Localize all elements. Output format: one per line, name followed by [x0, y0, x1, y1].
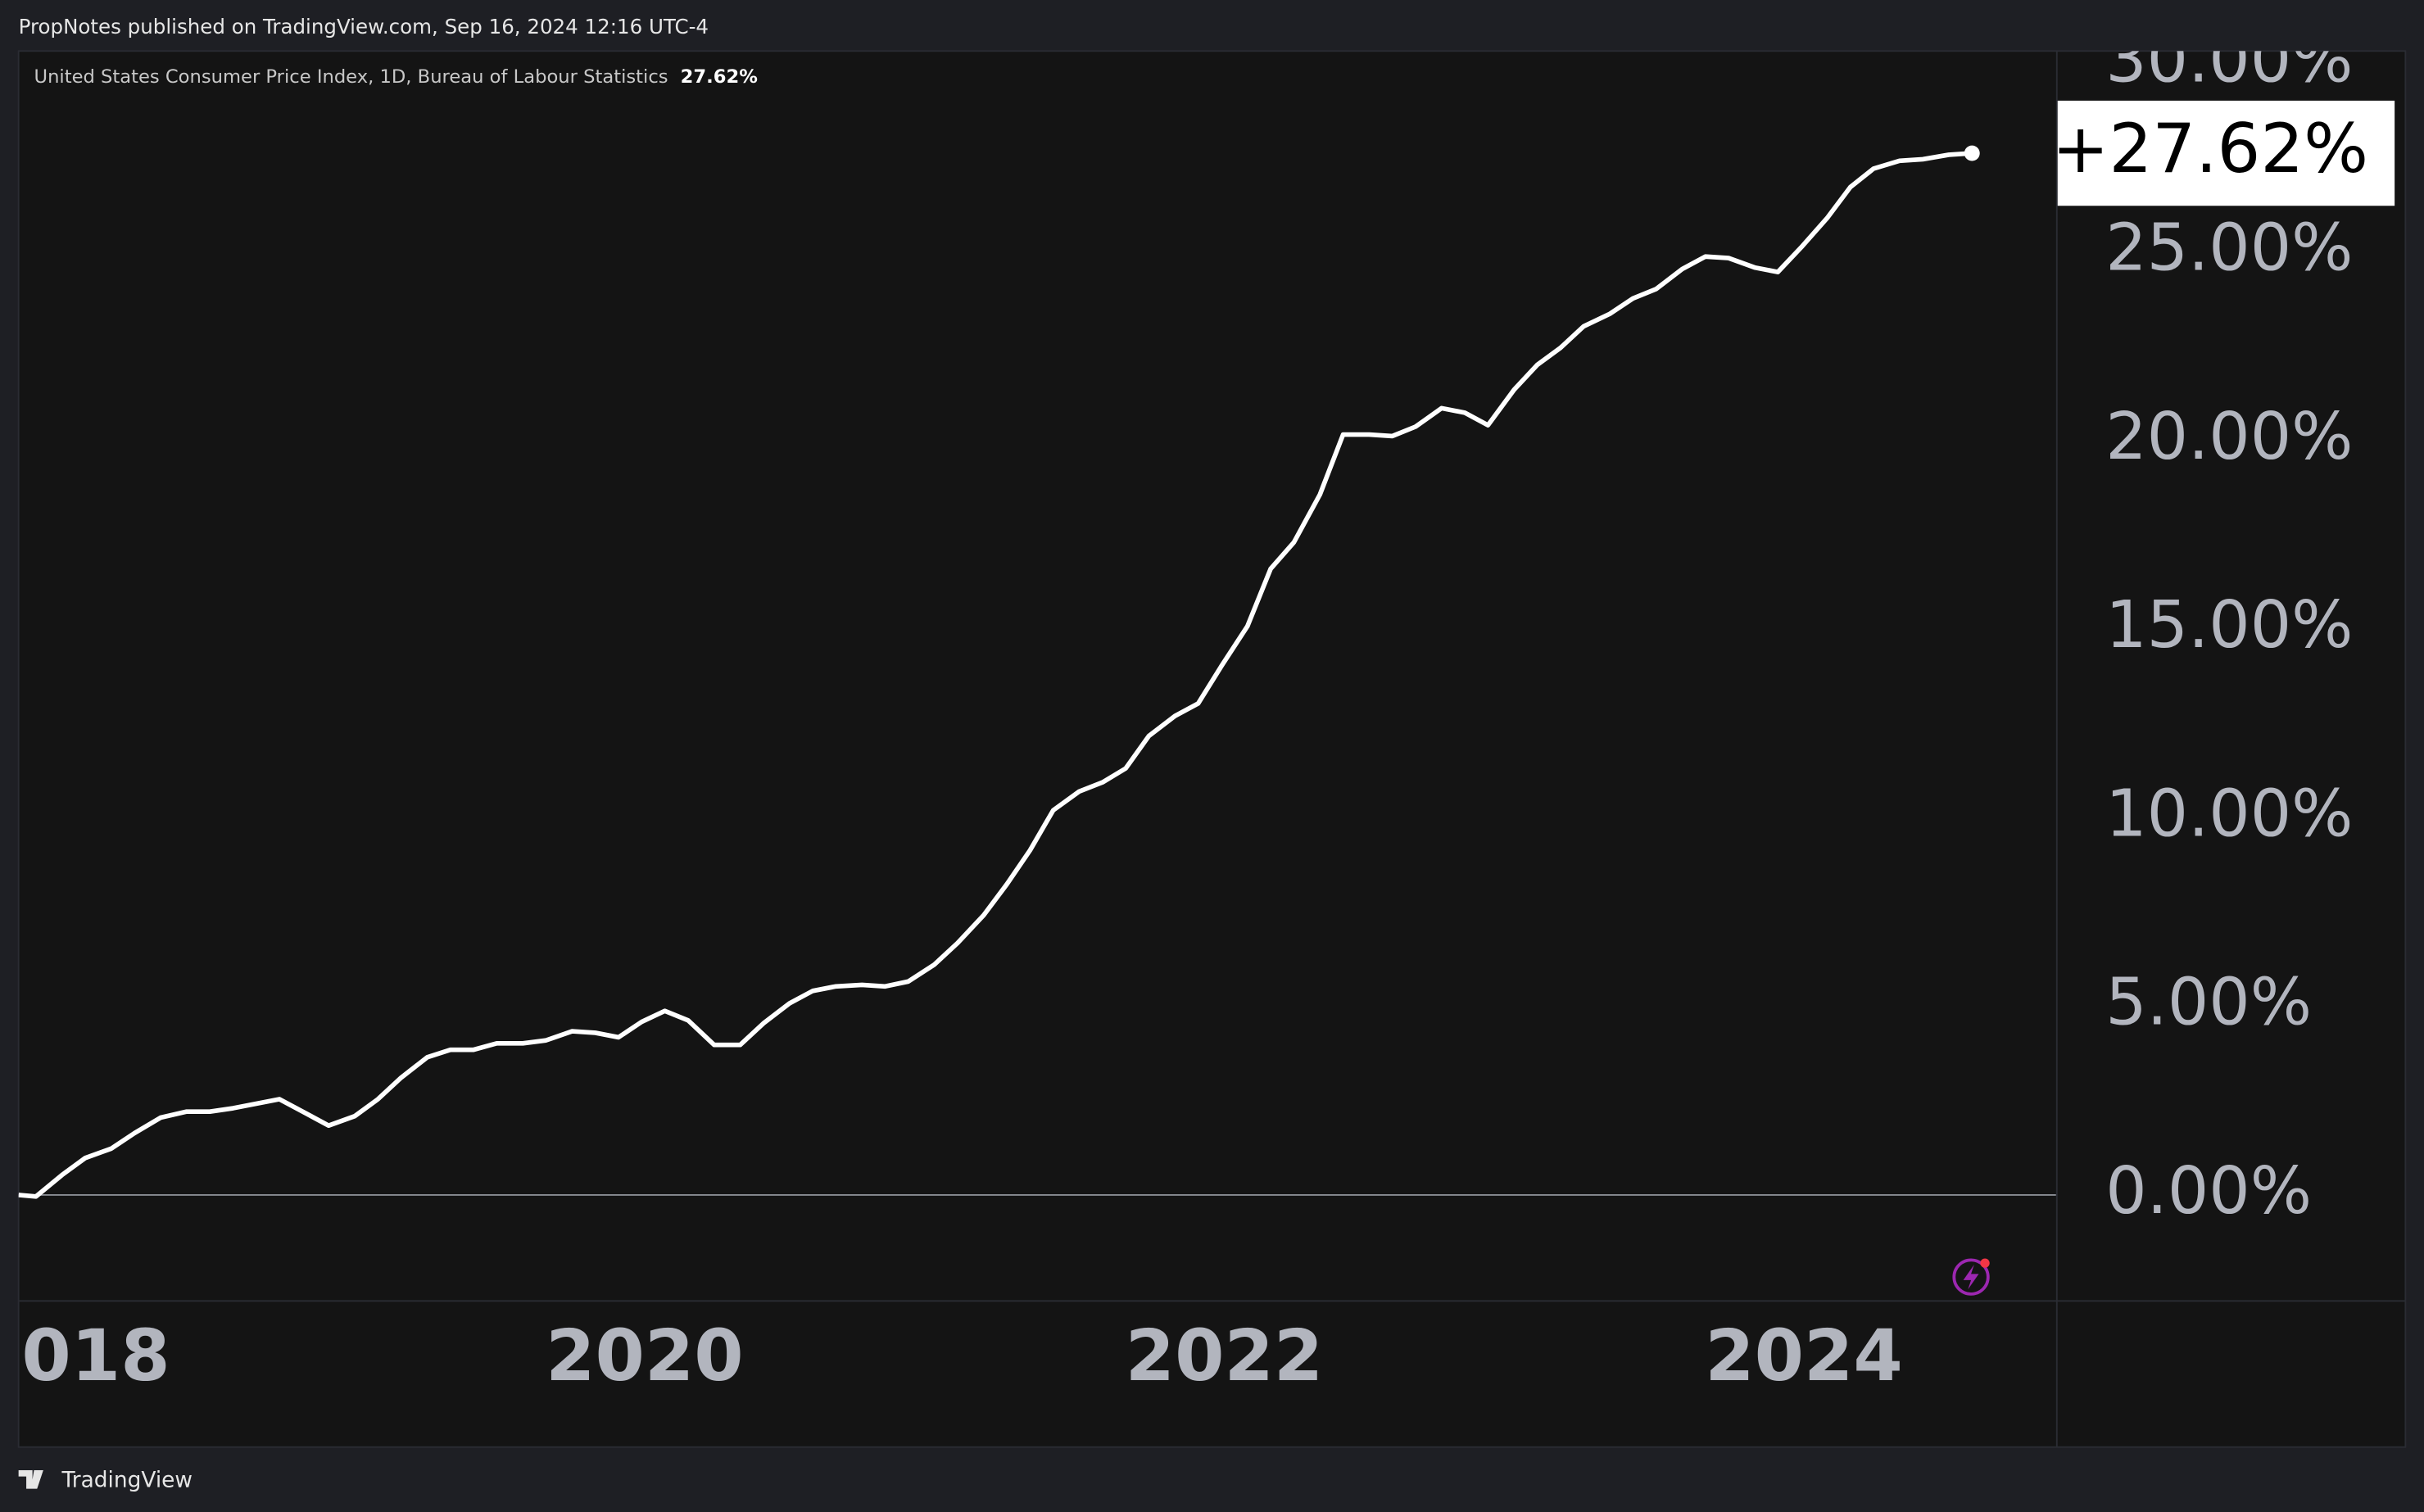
legend-title: United States Consumer Price Index, 1D, …	[34, 66, 668, 88]
overlay: +27.62%	[2052, 100, 2395, 206]
y-axis: 0.00% 5.00% 10.00% 15.00% 20.00% 25.00% 30.00%	[2105, 20, 2353, 1229]
x-tick-label: 2024	[1705, 1315, 1903, 1397]
logo	[18, 1470, 43, 1489]
y-tick-label: 5.00%	[2105, 964, 2312, 1040]
y-tick-label: 30.00%	[2105, 20, 2353, 97]
chart-frame	[17, 50, 2407, 1448]
x-tick-label: 018	[21, 1315, 170, 1397]
y-tick-label: 0.00%	[2105, 1152, 2312, 1229]
x-tick-label: 2020	[546, 1315, 744, 1397]
last-point	[1964, 145, 1980, 161]
footer-brand: TradingView	[61, 1468, 193, 1493]
y-tick-label: 15.00%	[2105, 586, 2353, 663]
last-value-box	[2057, 100, 2395, 206]
header: PropNotes published on TradingView.com, …	[19, 15, 709, 38]
x-tick-label: 2022	[1126, 1315, 1324, 1397]
plot-area	[18, 145, 2056, 1199]
y-tick-label: 20.00%	[2105, 398, 2353, 474]
icon	[1952, 1258, 1990, 1296]
x-axis: 018 2020 2022 2024	[21, 1315, 1902, 1397]
last-value-label: +27.62%	[2052, 109, 2368, 188]
y-tick-label: 10.00%	[2105, 775, 2353, 851]
line	[18, 151, 1973, 1199]
y-tick-label: 25.00%	[2105, 210, 2353, 286]
legend-value: 27.62%	[681, 66, 758, 88]
